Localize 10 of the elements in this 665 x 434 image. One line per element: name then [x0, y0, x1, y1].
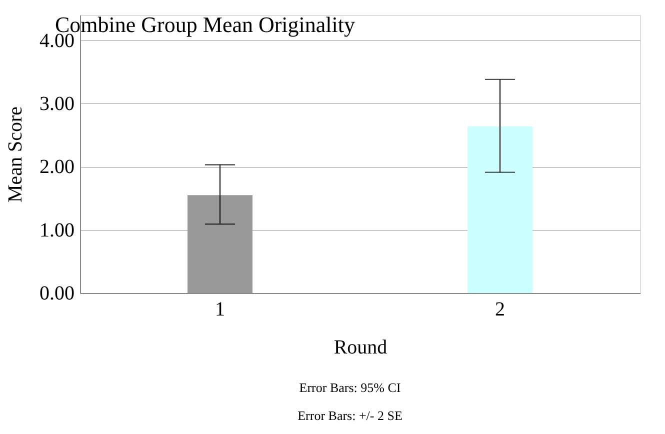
x-tick-label: 1: [215, 298, 225, 320]
text: Error Bars: +/- 2 SE: [298, 408, 402, 423]
x-axis-title: Round: [334, 336, 388, 358]
y-tick-label: 1.00: [40, 219, 74, 242]
text: Error Bars: 95% CI: [299, 380, 401, 395]
y-tick-label: 0.00: [40, 282, 74, 304]
x-tick-label: 2: [495, 298, 505, 320]
y-tick-label: 3.00: [40, 92, 74, 115]
y-tick-label: 2.00: [40, 156, 74, 178]
y-axis-title: Mean Score: [4, 106, 26, 203]
